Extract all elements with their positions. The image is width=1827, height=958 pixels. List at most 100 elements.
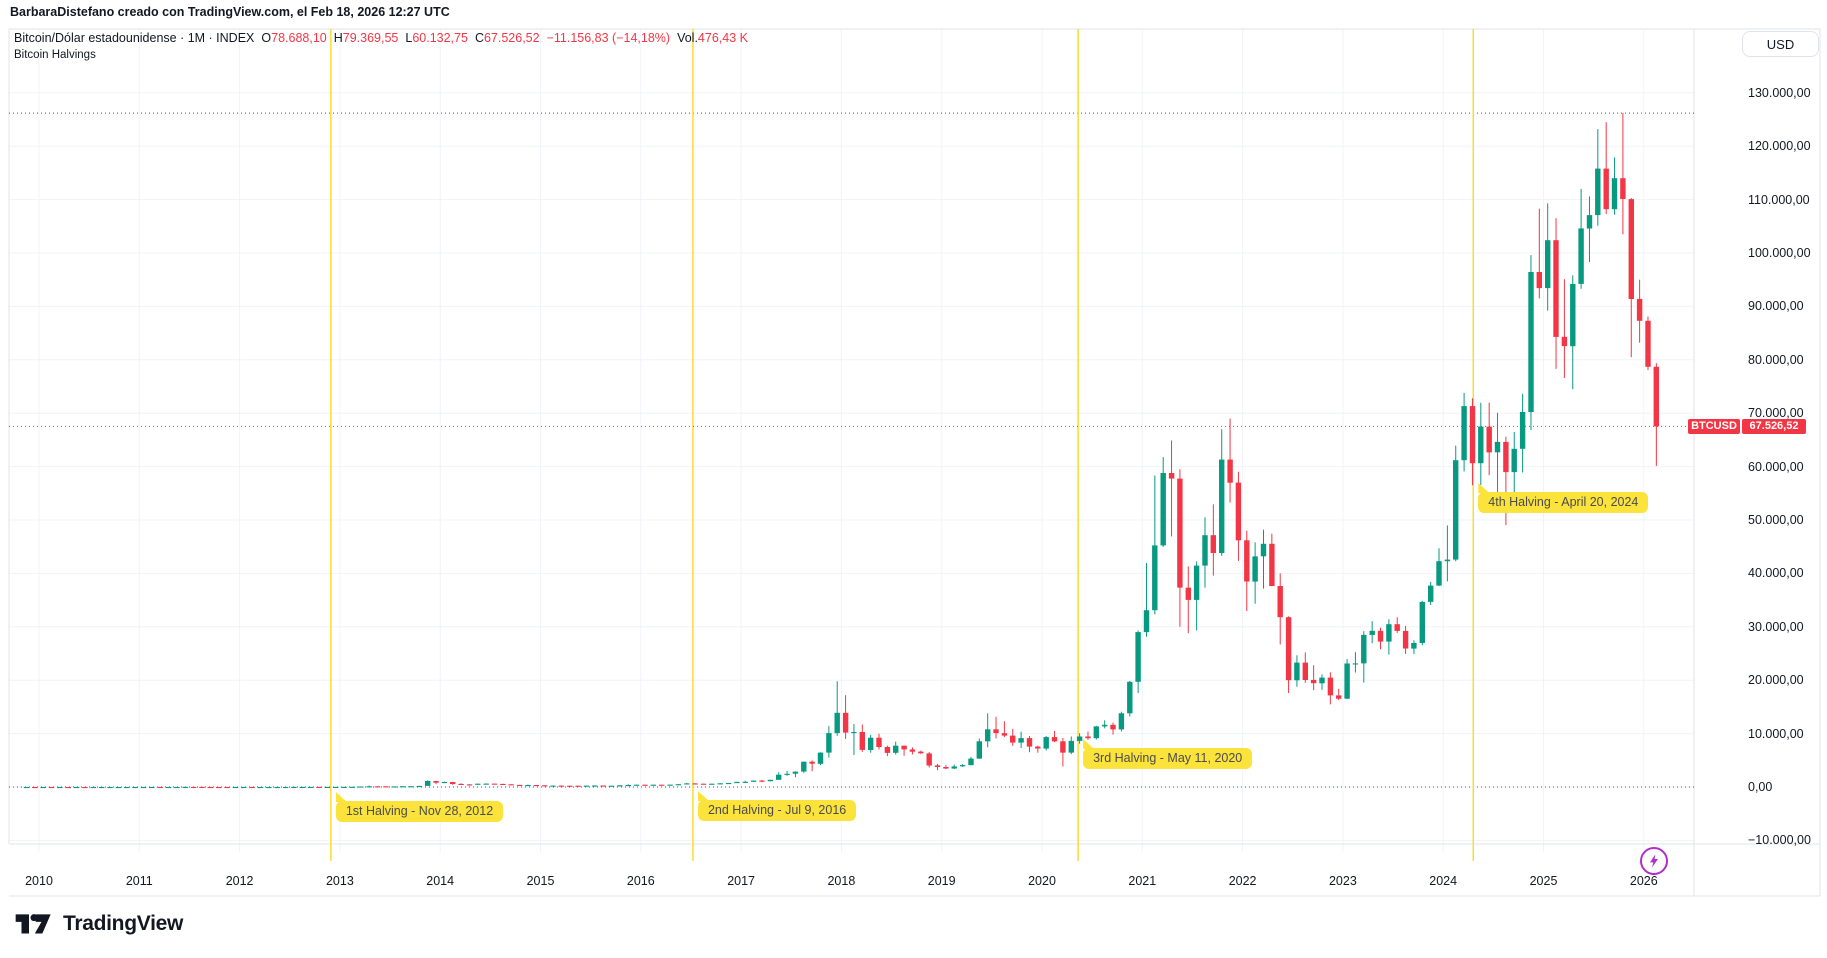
candle	[73, 787, 80, 789]
candle	[90, 787, 96, 789]
halving-annotation[interactable]: 1st Halving - Nov 28, 2012	[335, 801, 504, 822]
candle	[868, 737, 874, 750]
candle	[717, 783, 723, 785]
price-axis-label: 130.000,00	[1748, 85, 1811, 100]
candle	[642, 784, 648, 786]
candle	[1010, 735, 1016, 743]
candle	[23, 787, 30, 789]
candle	[1026, 738, 1033, 747]
indicator-label[interactable]: Bitcoin Halvings	[14, 49, 96, 61]
candle	[1653, 366, 1659, 427]
candle	[1127, 681, 1133, 714]
candle	[1344, 663, 1350, 699]
close-value: C67.526,52	[474, 31, 540, 45]
candle	[1001, 733, 1008, 736]
candle	[408, 786, 414, 788]
candle	[1561, 336, 1568, 347]
tradingview-logo-icon	[15, 914, 51, 934]
candle	[1277, 586, 1283, 618]
symbol-ohlc-row[interactable]: Bitcoin/Dólar estadounidense · 1M · INDE…	[14, 31, 748, 45]
candle	[834, 712, 840, 734]
price-axis-label: 120.000,00	[1748, 139, 1811, 154]
candle	[1260, 543, 1267, 557]
candle	[383, 786, 389, 788]
candle	[1336, 695, 1342, 699]
candle	[1076, 736, 1083, 741]
time-axis-label: 2016	[626, 874, 655, 888]
halving-annotation[interactable]: 4th Halving - April 20, 2024	[1478, 492, 1649, 513]
candle	[1210, 535, 1216, 553]
candle	[1511, 448, 1517, 473]
price-axis-label: 70.000,00	[1748, 406, 1804, 421]
candle	[951, 766, 957, 769]
candle	[1536, 272, 1542, 289]
candle	[149, 787, 155, 789]
candle	[583, 785, 590, 787]
candle	[1444, 559, 1451, 562]
tradingview-logo-text: TradingView	[63, 911, 184, 935]
candle	[1310, 679, 1317, 684]
candle	[165, 787, 172, 789]
candle	[633, 784, 640, 786]
candle	[1135, 632, 1141, 682]
symbol-title[interactable]: Bitcoin/Dólar estadounidense · 1M · INDE…	[14, 31, 255, 45]
candle	[1068, 740, 1074, 753]
candle	[817, 752, 824, 764]
candle	[425, 781, 431, 786]
candle	[1469, 406, 1476, 464]
go-to-realtime-button[interactable]	[1640, 847, 1668, 875]
candle	[684, 783, 690, 785]
candle	[918, 751, 924, 754]
candle	[592, 785, 598, 787]
tradingview-logo[interactable]: TradingView	[14, 911, 183, 936]
candle	[450, 782, 456, 784]
candle	[1202, 535, 1208, 566]
candle	[725, 783, 732, 785]
candle	[567, 785, 573, 787]
candle	[1545, 240, 1551, 289]
halving-annotation[interactable]: 2nd Halving - Jul 9, 2016	[697, 800, 857, 821]
candle	[1503, 441, 1509, 473]
chart-legend[interactable]: Bitcoin/Dólar estadounidense · 1M · INDE…	[14, 31, 748, 61]
halving-annotation[interactable]: 3rd Halving - May 11, 2020	[1083, 748, 1253, 769]
candle	[851, 732, 857, 734]
candle	[416, 785, 422, 787]
candle	[182, 786, 188, 788]
candle	[826, 733, 832, 753]
candle	[1553, 240, 1559, 337]
candle	[1603, 168, 1609, 210]
candle	[349, 786, 356, 788]
candle	[132, 787, 138, 789]
candle	[282, 787, 289, 789]
candle	[659, 784, 665, 786]
candle	[1352, 663, 1359, 665]
candle	[1168, 473, 1175, 479]
candle	[1411, 643, 1417, 649]
candle	[500, 783, 506, 785]
candle	[742, 781, 748, 783]
open-value: O78.688,10	[261, 31, 327, 45]
time-axis-label: 2024	[1429, 874, 1458, 888]
candle	[926, 753, 932, 766]
candle	[1394, 624, 1400, 631]
candle	[207, 787, 213, 789]
candle	[433, 781, 439, 783]
currency-toggle-usd[interactable]: USD	[1742, 31, 1819, 57]
candle	[1578, 228, 1584, 284]
candle	[625, 785, 631, 787]
candle	[324, 786, 331, 788]
candle	[1152, 545, 1158, 611]
candle	[466, 784, 473, 786]
candle	[1043, 737, 1049, 749]
candle	[358, 786, 364, 788]
candle	[140, 787, 147, 789]
candle	[508, 784, 514, 786]
candle	[893, 745, 899, 753]
candle	[776, 774, 782, 780]
candle	[1294, 662, 1300, 681]
candle	[575, 785, 581, 787]
candle	[1252, 556, 1258, 582]
candle	[767, 779, 774, 782]
candle	[82, 787, 88, 789]
